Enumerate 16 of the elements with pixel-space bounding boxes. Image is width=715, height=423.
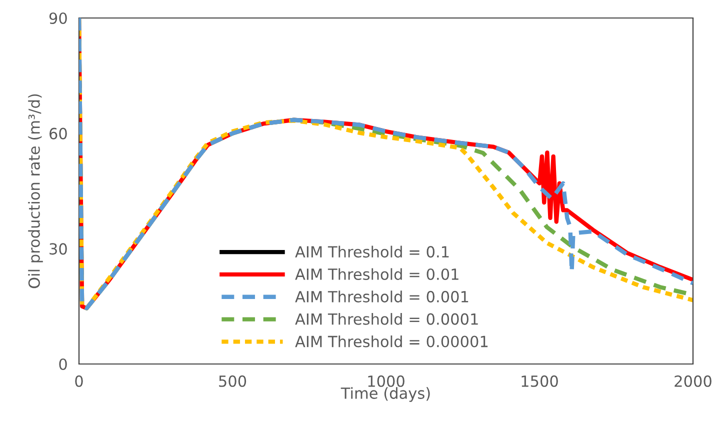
y-tick-label: 60 [50, 128, 67, 140]
legend-label: AIM Threshold = 0.01 [295, 268, 458, 280]
y-tick-label: 90 [49, 12, 67, 24]
x-tick-label: 500 [219, 375, 246, 387]
x-tick-label: 2000 [674, 375, 712, 387]
legend-label: AIM Threshold = 0.0001 [295, 313, 478, 325]
y-axis-title: Oil production rate (m³/d) [28, 94, 43, 288]
y-tick-label: 0 [59, 358, 67, 370]
x-axis-title: Time (days) [340, 387, 430, 402]
y-tick-label: 30 [50, 243, 67, 255]
x-tick-label: 1500 [522, 375, 558, 387]
x-tick-label: 1000 [368, 375, 404, 387]
x-tick-label: 0 [75, 375, 83, 387]
legend-label: AIM Threshold = 0.00001 [295, 335, 488, 348]
legend-label: AIM Threshold = 0.1 [295, 246, 449, 258]
legend-label: AIM Threshold = 0.001 [295, 290, 468, 302]
